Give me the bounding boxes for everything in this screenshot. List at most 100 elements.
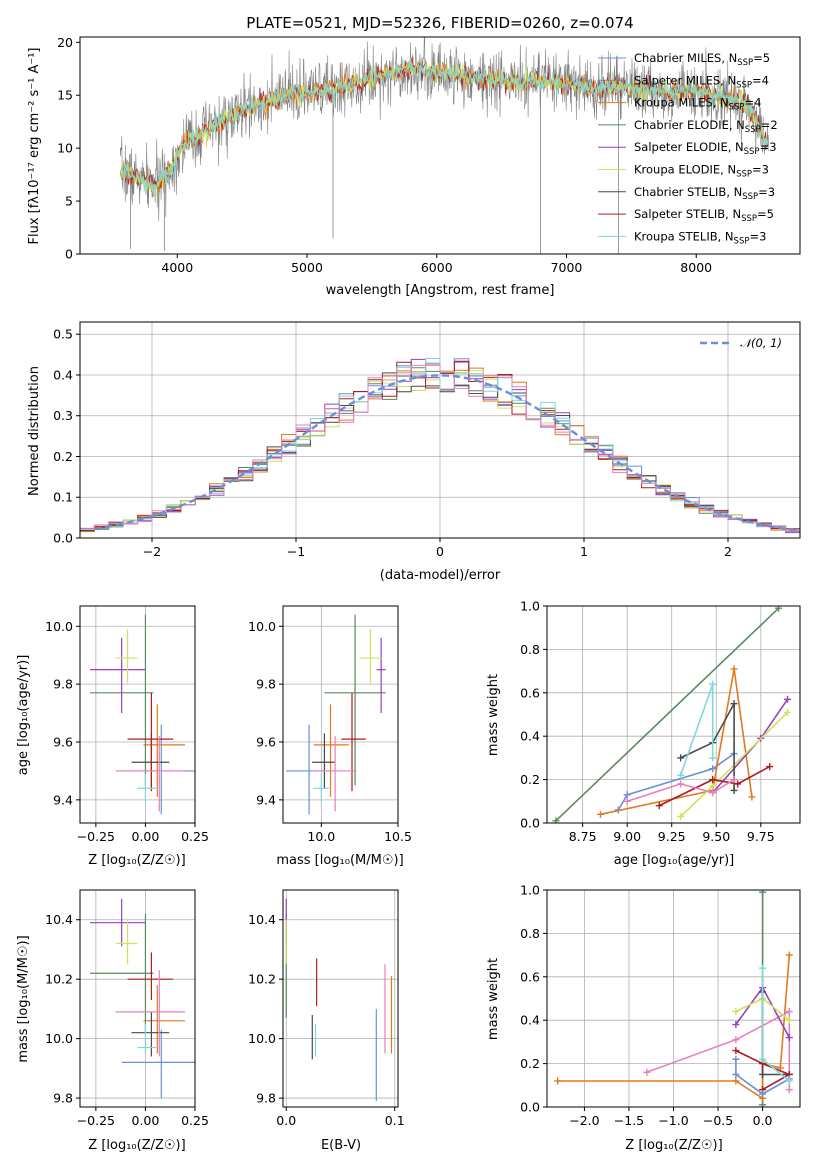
- x-tick-label: 6000: [421, 260, 453, 275]
- y-tick-label: 10.4: [45, 912, 73, 927]
- mass-age-xlabel: mass [log₁₀(M/M☉)]: [276, 853, 403, 868]
- y-tick-label: 0.4: [520, 1013, 540, 1028]
- y-tick-label: 0.4: [520, 729, 540, 744]
- y-tick-label: 0.2: [53, 449, 73, 464]
- y-tick-label: 0.0: [53, 531, 73, 546]
- axes-frame: [546, 605, 801, 824]
- weight-point-marker: [677, 812, 685, 820]
- weight-point-marker: [677, 771, 685, 779]
- y-tick-label: 1.0: [520, 599, 540, 614]
- weight-point-marker: [643, 1068, 651, 1076]
- legend-entry: Salpeter STELIB, NSSP=5: [634, 207, 774, 224]
- weight-point-marker: [785, 951, 793, 959]
- legend-entry-text: Kroupa MILES, N: [634, 96, 729, 110]
- legend-entry-text: Salpeter MILES, N: [634, 73, 736, 87]
- weight-point-marker: [759, 1090, 767, 1098]
- weight-series-line: [735, 1059, 790, 1095]
- legend-entry-text: Salpeter STELIB, N: [634, 207, 741, 221]
- residuals-xlabel: (data-model)/error: [380, 568, 501, 583]
- legend-entry-text: Kroupa STELIB, N: [634, 229, 734, 243]
- legend-entry-text: Salpeter ELODIE, N: [634, 140, 744, 154]
- x-tick-label: 0.25: [181, 829, 209, 844]
- x-tick-label: −0.5: [703, 1113, 733, 1128]
- x-tick-label: −0.25: [77, 1113, 115, 1128]
- axes-frame: [79, 605, 196, 824]
- legend-entry: Salpeter ELODIE, NSSP=3: [634, 140, 777, 157]
- x-tick-label: 8.75: [569, 829, 597, 844]
- errorbar-group: [89, 898, 195, 1099]
- age-weight-panel: age [log₁₀(age/yr)] mass weight 8.75 9.00…: [486, 599, 801, 868]
- z-mass-ylabel: mass [log₁₀(M/M☉)]: [16, 935, 31, 1062]
- y-tick-label: 10.4: [248, 912, 276, 927]
- legend-entry-rest: =3: [749, 229, 766, 243]
- weight-point-marker: [732, 1036, 740, 1044]
- x-tick-label: 8000: [680, 260, 712, 275]
- weight-point-marker: [785, 1077, 793, 1085]
- x-tick-label: −1: [287, 544, 305, 559]
- z-weight-xlabel: Z [log₁₀(Z/Z☉)]: [625, 1138, 722, 1153]
- weight-series-line: [555, 607, 780, 822]
- y-tick-label: 0.2: [520, 772, 540, 787]
- age-weight-xlabel: age [log₁₀(age/yr)]: [614, 853, 735, 868]
- z-age-panel: Z [log₁₀(Z/Z☉)] age [log₁₀(age/yr)] −0.2…: [16, 605, 209, 868]
- x-tick-label: 9.00: [613, 829, 641, 844]
- weight-lines: [552, 606, 792, 823]
- x-tick-label: −1.5: [614, 1113, 644, 1128]
- weight-point-marker: [784, 708, 792, 716]
- weight-point-marker: [655, 802, 663, 810]
- spectrum-lines: [119, 37, 770, 254]
- normal-curve: [94, 374, 800, 533]
- y-tick-label: 1.0: [520, 883, 540, 898]
- errorbar-group: [286, 614, 386, 815]
- weight-point-marker: [775, 606, 783, 612]
- x-tick-label: −0.25: [77, 829, 115, 844]
- errorbar-group: [285, 898, 393, 1102]
- axes-frame: [282, 605, 399, 824]
- weight-point-marker: [785, 1016, 793, 1024]
- weight-point-marker: [730, 786, 738, 794]
- y-tick-label: 10.0: [45, 1031, 73, 1046]
- legend-entry: Chabrier STELIB, NSSP=3: [634, 185, 775, 202]
- y-tick-label: 9.4: [256, 792, 276, 807]
- legend-entry-text: Chabrier ELODIE, N: [634, 118, 745, 132]
- weight-point-marker: [759, 890, 767, 896]
- y-tick-label: 15: [57, 88, 73, 103]
- z-mass-panel: Z [log₁₀(Z/Z☉)] mass [log₁₀(M/M☉)] −0.25…: [16, 889, 209, 1153]
- x-tick-label: 9.25: [658, 829, 686, 844]
- y-tick-label: 0.1: [53, 490, 73, 505]
- weight-point-marker: [623, 791, 631, 799]
- weight-point-marker: [596, 810, 604, 818]
- model-spectrum-line: [119, 61, 770, 196]
- ebv-mass-xlabel: E(B-V): [321, 1138, 361, 1153]
- weight-series-line: [617, 752, 735, 811]
- weight-point-marker: [709, 776, 717, 784]
- y-tick-label: 0.8: [520, 926, 540, 941]
- axes-frame: [79, 889, 196, 1108]
- weight-point-marker: [785, 1034, 793, 1042]
- mass-age-panel: mass [log₁₀(M/M☉)] 10.0 10.5 9.4 9.6 9.8 10.0: [248, 605, 412, 868]
- x-tick-label: 0.00: [132, 829, 160, 844]
- legend-entry-sub: SSP: [734, 236, 750, 246]
- y-tick-label: 10.2: [248, 972, 276, 987]
- weight-point-marker: [759, 964, 767, 972]
- legend-entry-rest: =3: [752, 163, 769, 177]
- weight-point-marker: [677, 780, 685, 788]
- z-age-ylabel: age [log₁₀(age/yr)]: [16, 655, 31, 776]
- weight-point-marker: [759, 1101, 767, 1107]
- y-tick-label: 0.0: [520, 1100, 540, 1115]
- legend-entry-rest: =5: [757, 207, 774, 221]
- weight-point-marker: [732, 1021, 740, 1029]
- legend-entry-rest: =4: [744, 96, 761, 110]
- residuals-panel: (data-model)/error Normed distribution −…: [27, 321, 801, 583]
- weight-point-marker: [552, 817, 560, 823]
- weight-point-marker: [732, 1047, 740, 1055]
- y-tick-label: 9.8: [53, 1091, 73, 1106]
- weight-point-marker: [759, 1070, 767, 1078]
- y-tick-label: 0.3: [53, 408, 73, 423]
- ebv-mass-panel: E(B-V) 0.0 0.1 9.8 10.0 10.2 10.4: [248, 889, 405, 1153]
- legend-entry: Kroupa STELIB, NSSP=3: [634, 229, 766, 246]
- weight-lines: [554, 890, 793, 1107]
- weight-point-marker: [785, 1008, 793, 1016]
- x-tick-label: 0.25: [181, 1113, 209, 1128]
- legend-entry-text: Chabrier MILES, N: [634, 51, 737, 65]
